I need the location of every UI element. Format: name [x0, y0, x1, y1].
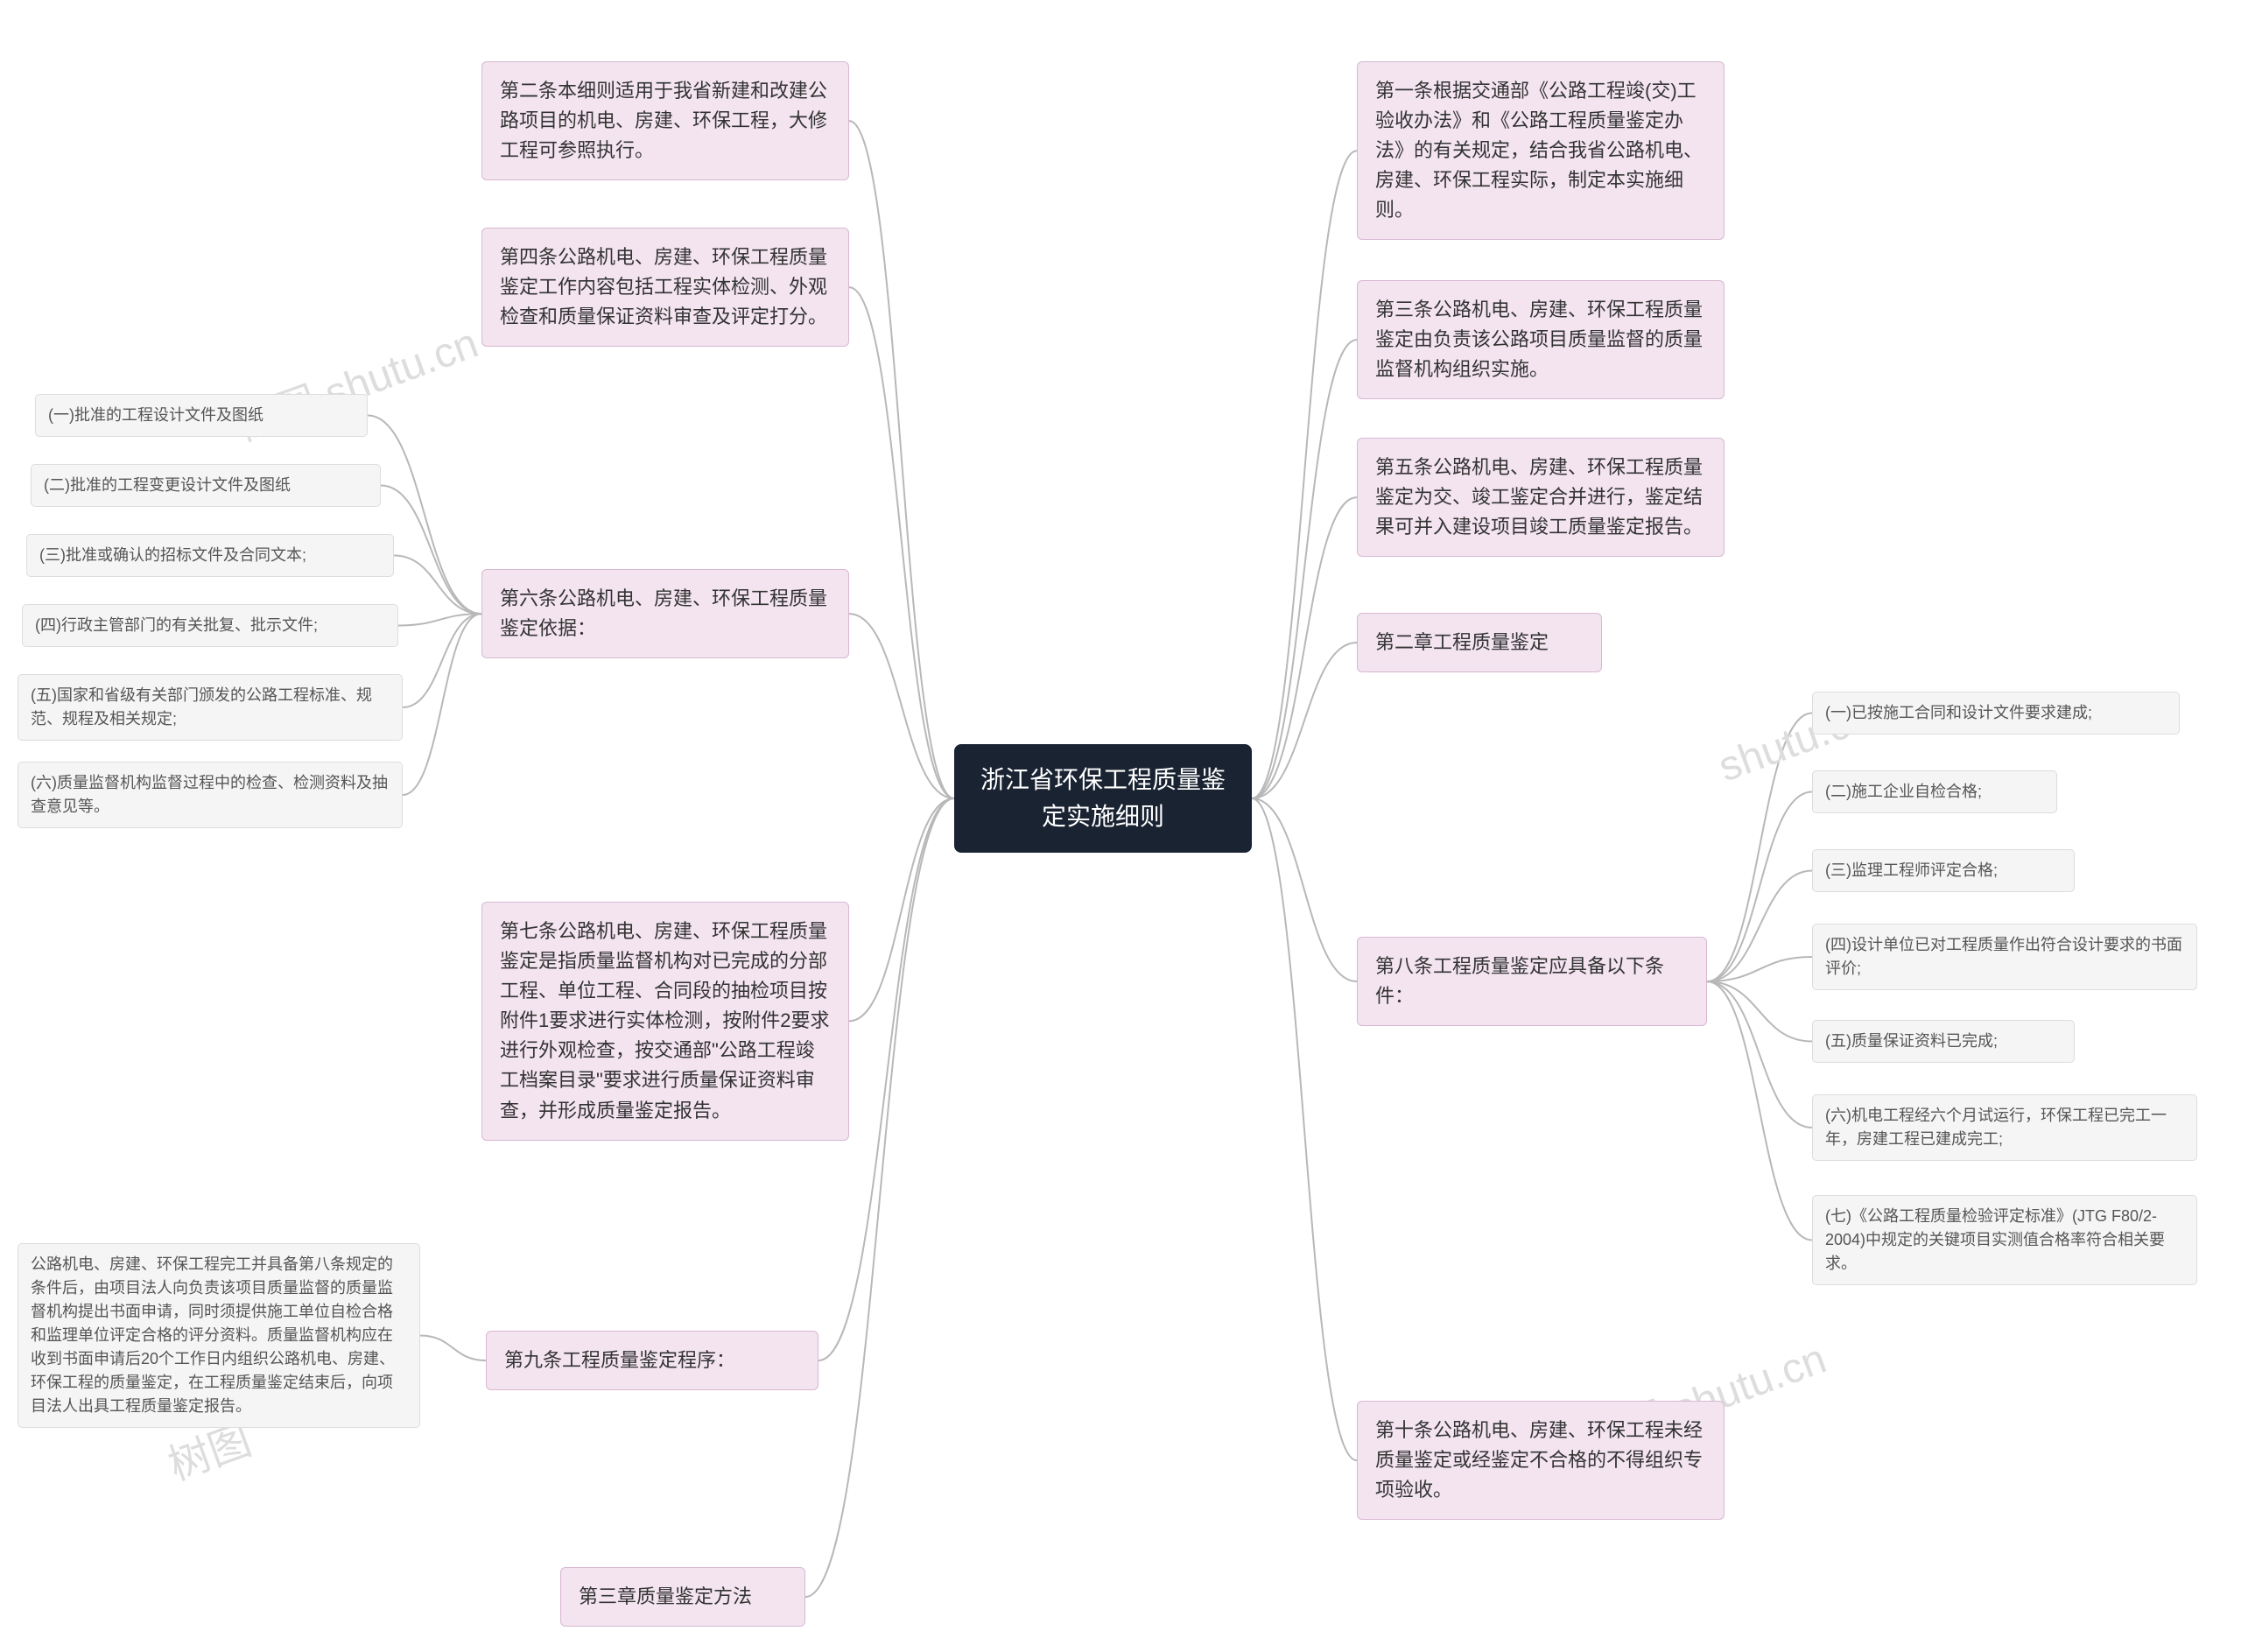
connector-path: [394, 556, 481, 615]
connector-path: [381, 486, 481, 615]
connector-path: [1707, 714, 1812, 982]
branch-L1: 第二条本细则适用于我省新建和改建公路项目的机电、房建、环保工程，大修工程可参照执…: [481, 61, 849, 180]
connector-path: [403, 614, 481, 795]
connector-path: [849, 614, 954, 798]
branch-R4: 第二章工程质量鉴定: [1357, 613, 1602, 672]
branch-R1: 第一条根据交通部《公路工程竣(交)工验收办法》和《公路工程质量鉴定办法》的有关规…: [1357, 61, 1725, 240]
connector-path: [1707, 871, 1812, 982]
leaf-R5-0: (一)已按施工合同和设计文件要求建成;: [1812, 692, 2180, 735]
connector-path: [849, 798, 954, 1021]
connector-path: [1252, 340, 1357, 798]
leaf-R5-6: (七)《公路工程质量检验评定标准》(JTG F80/2-2004)中规定的关键项…: [1812, 1195, 2197, 1285]
connector-path: [368, 416, 481, 615]
leaf-L3-3: (四)行政主管部门的有关批复、批示文件;: [22, 604, 398, 647]
branch-L4: 第七条公路机电、房建、环保工程质量鉴定是指质量监督机构对已完成的分部工程、单位工…: [481, 902, 849, 1141]
connector-path: [1252, 497, 1357, 798]
branch-L3: 第六条公路机电、房建、环保工程质量鉴定依据：: [481, 569, 849, 658]
connector-path: [1707, 981, 1812, 1041]
connector-path: [1707, 792, 1812, 982]
connector-path: [1252, 798, 1357, 1460]
leaf-R5-5: (六)机电工程经六个月试运行，环保工程已完工一年，房建工程已建成完工;: [1812, 1094, 2197, 1161]
connector-path: [1252, 798, 1357, 981]
connector-path: [849, 287, 954, 798]
branch-L5: 第九条工程质量鉴定程序：: [486, 1331, 818, 1390]
branch-R3: 第五条公路机电、房建、环保工程质量鉴定为交、竣工鉴定合并进行，鉴定结果可并入建设…: [1357, 438, 1725, 557]
connector-path: [1252, 643, 1357, 798]
connector-path: [1252, 151, 1357, 798]
connector-path: [1707, 981, 1812, 1128]
branch-R2: 第三条公路机电、房建、环保工程质量鉴定由负责该公路项目质量监督的质量监督机构组织…: [1357, 280, 1725, 399]
leaf-R5-1: (二)施工企业自检合格;: [1812, 770, 2057, 813]
leaf-L3-1: (二)批准的工程变更设计文件及图纸: [31, 464, 381, 507]
leaf-L5-0: 公路机电、房建、环保工程完工并具备第八条规定的条件后，由项目法人向负责该项目质量…: [18, 1243, 420, 1428]
connector-path: [1707, 957, 1812, 981]
branch-L2: 第四条公路机电、房建、环保工程质量鉴定工作内容包括工程实体检测、外观检查和质量保…: [481, 228, 849, 347]
connector-path: [398, 614, 481, 625]
leaf-L3-0: (一)批准的工程设计文件及图纸: [35, 394, 368, 437]
leaf-L3-5: (六)质量监督机构监督过程中的检查、检测资料及抽查意见等。: [18, 762, 403, 828]
leaf-L3-2: (三)批准或确认的招标文件及合同文本;: [26, 534, 394, 577]
branch-R5: 第八条工程质量鉴定应具备以下条件：: [1357, 937, 1707, 1026]
connector-path: [849, 121, 954, 798]
branch-L6: 第三章质量鉴定方法: [560, 1567, 805, 1627]
connector-path: [420, 1336, 486, 1361]
leaf-R5-3: (四)设计单位已对工程质量作出符合设计要求的书面评价;: [1812, 924, 2197, 990]
leaf-R5-4: (五)质量保证资料已完成;: [1812, 1020, 2075, 1063]
leaf-L3-4: (五)国家和省级有关部门颁发的公路工程标准、规范、规程及相关规定;: [18, 674, 403, 741]
connector-path: [403, 614, 481, 707]
connector-path: [1707, 981, 1812, 1240]
center-node: 浙江省环保工程质量鉴定实施细则: [954, 744, 1252, 853]
leaf-R5-2: (三)监理工程师评定合格;: [1812, 849, 2075, 892]
branch-R6: 第十条公路机电、房建、环保工程未经质量鉴定或经鉴定不合格的不得组织专项验收。: [1357, 1401, 1725, 1520]
